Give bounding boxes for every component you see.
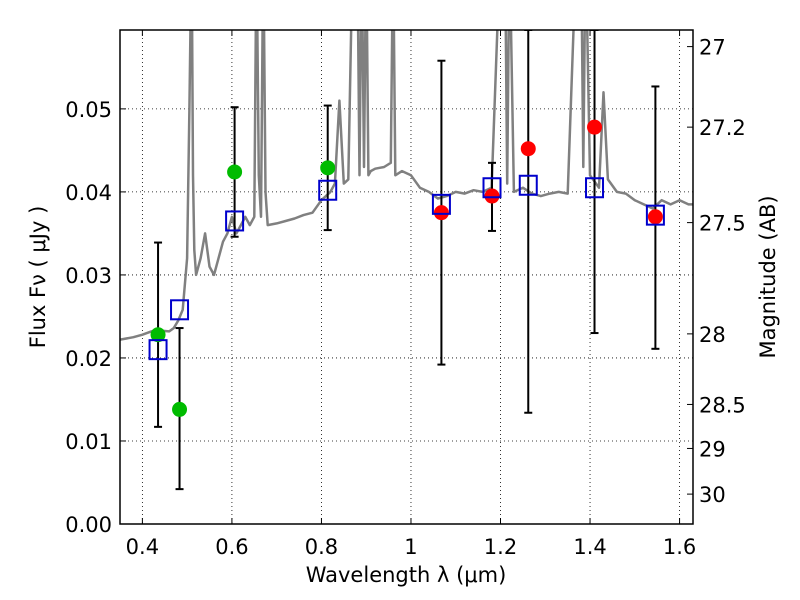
model-square-marker — [645, 204, 665, 226]
green-data-point — [150, 327, 166, 343]
y-tick-label: 0.05 — [65, 98, 112, 122]
green-data-point — [172, 401, 188, 417]
x-tick-label: 0.4 — [126, 535, 159, 559]
x-tick-label: 1 — [404, 535, 417, 559]
model-square-marker — [148, 339, 168, 361]
model-square-marker — [518, 174, 538, 196]
y2-tick-label: 27 — [699, 36, 726, 60]
y2-tick-label: 29 — [699, 437, 726, 461]
x-tick-label: 1.6 — [663, 535, 696, 559]
y2-tick-label: 28.5 — [699, 393, 746, 417]
points-layer — [148, 119, 665, 417]
red-data-point — [647, 209, 663, 225]
y-axis-label: Flux Fν ( μJy ) — [26, 206, 50, 349]
grid — [120, 30, 693, 524]
model-square-marker — [482, 177, 502, 199]
y2-axis-label: Magnitude (AB) — [756, 195, 780, 358]
y-tick-label: 0.02 — [65, 347, 112, 371]
y2-tick-label: 30 — [699, 483, 726, 507]
red-data-point — [484, 188, 500, 204]
model-square-marker — [318, 179, 338, 201]
x-axis-label: Wavelength λ (μm) — [306, 563, 507, 587]
green-data-point — [227, 164, 243, 180]
y-tick-label: 0.00 — [65, 513, 112, 537]
y-tick-label: 0.04 — [65, 181, 112, 205]
spectrum-layer — [120, 30, 693, 341]
model-square-marker — [170, 299, 190, 321]
x-tick-label: 0.8 — [305, 535, 338, 559]
y2-tick-label: 28 — [699, 323, 726, 347]
y-tick-label: 0.01 — [65, 430, 112, 454]
y2-tick-label: 27.2 — [699, 116, 746, 140]
red-data-point — [520, 141, 536, 157]
plot-frame — [119, 29, 694, 525]
model-square-marker — [431, 193, 451, 215]
ticks: 0.4 0.6 0.8 1 1.2 1.4 1.6 0.00 0.01 0.02 0.03 0.04 0… — [65, 30, 746, 559]
x-tick-label: 1.4 — [573, 535, 606, 559]
x-tick-label: 0.6 — [215, 535, 248, 559]
red-data-point — [587, 119, 603, 135]
spectrum-line — [120, 30, 693, 341]
y2-tick-label: 27.5 — [699, 212, 746, 236]
y-tick-label: 0.03 — [65, 264, 112, 288]
model-square-marker — [225, 210, 245, 232]
model-square-marker — [585, 177, 605, 199]
x-tick-label: 1.2 — [484, 535, 517, 559]
red-data-point — [433, 205, 449, 221]
green-data-point — [320, 160, 336, 176]
